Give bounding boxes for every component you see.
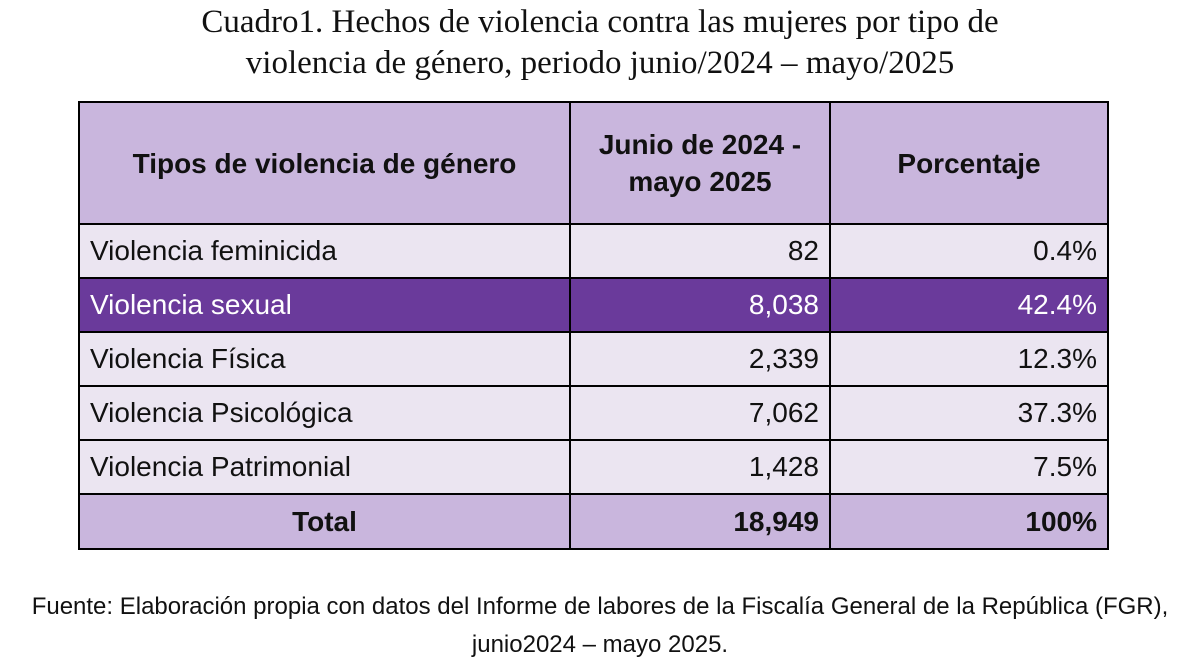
- row-percent-cell: 42.4%: [829, 277, 1109, 333]
- violence-data-table: Tipos de violencia de género Junio de 20…: [78, 101, 1109, 550]
- table-row: Violencia feminicida 82 0.4%: [78, 223, 1109, 279]
- row-percent-cell: 12.3%: [829, 331, 1109, 387]
- source-note-line-1: Fuente: Elaboración propia con datos del…: [31, 593, 1169, 620]
- row-count-cell: 82: [569, 223, 831, 279]
- table-row-highlighted: Violencia sexual 8,038 42.4%: [78, 277, 1109, 333]
- row-type-cell: Violencia sexual: [78, 277, 571, 333]
- row-count-cell: 8,038: [569, 277, 831, 333]
- table-total-row: Total 18,949 100%: [78, 493, 1109, 550]
- total-label-cell: Total: [78, 493, 571, 550]
- table-row: Violencia Patrimonial 1,428 7.5%: [78, 439, 1109, 495]
- table-title-line-2: violencia de género, periodo junio/2024 …: [245, 45, 955, 81]
- row-count-cell: 2,339: [569, 331, 831, 387]
- source-note: Fuente: Elaboración propia con datos del…: [0, 588, 1200, 664]
- row-type-cell: Violencia Psicológica: [78, 385, 571, 441]
- table-row: Violencia Psicológica 7,062 37.3%: [78, 385, 1109, 441]
- table-header-row: Tipos de violencia de género Junio de 20…: [78, 101, 1109, 225]
- header-percentage: Porcentaje: [829, 101, 1109, 225]
- header-period: Junio de 2024 - mayo 2025: [569, 101, 831, 225]
- row-percent-cell: 37.3%: [829, 385, 1109, 441]
- table-title: Cuadro1. Hechos de violencia contra las …: [0, 2, 1200, 84]
- row-type-cell: Violencia Patrimonial: [78, 439, 571, 495]
- header-violence-type: Tipos de violencia de género: [78, 101, 571, 225]
- row-percent-cell: 7.5%: [829, 439, 1109, 495]
- row-type-cell: Violencia feminicida: [78, 223, 571, 279]
- total-percent-cell: 100%: [829, 493, 1109, 550]
- table-title-line-1: Cuadro1. Hechos de violencia contra las …: [201, 4, 999, 40]
- row-count-cell: 7,062: [569, 385, 831, 441]
- total-count-cell: 18,949: [569, 493, 831, 550]
- row-percent-cell: 0.4%: [829, 223, 1109, 279]
- row-count-cell: 1,428: [569, 439, 831, 495]
- row-type-cell: Violencia Física: [78, 331, 571, 387]
- table-row: Violencia Física 2,339 12.3%: [78, 331, 1109, 387]
- source-note-line-2: junio2024 – mayo 2025.: [471, 631, 729, 658]
